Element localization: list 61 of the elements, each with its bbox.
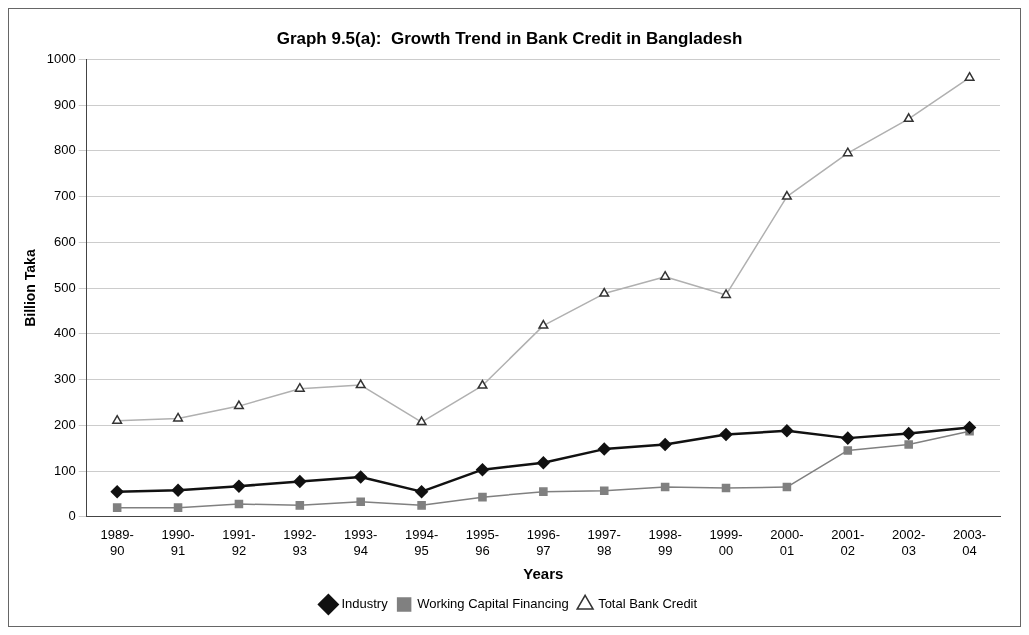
y-tick-label: 500 [54,279,76,295]
point [234,499,244,509]
x-tick-label: 1993-94 [344,527,378,558]
point [171,484,185,497]
x-tick-label: 2002-03 [892,527,926,558]
point [476,463,489,476]
point [902,427,915,440]
x-axis-title: Years [523,565,564,583]
point [843,446,853,455]
point [598,442,611,456]
y-tick-label: 700 [54,188,76,204]
x-tick-label: 1999-00 [709,527,743,558]
y-tick-label: 100 [54,462,76,478]
point [354,470,367,484]
x-tick-label: 2003-04 [952,527,987,558]
y-tick-label: 300 [54,371,76,387]
y-tick-label: 800 [54,142,76,158]
x-tick-label: 1998-99 [648,527,682,558]
point [539,487,548,496]
point [599,486,609,496]
point [904,440,913,449]
legend-label: Industry [341,596,389,612]
x-tick-label: 1997-98 [587,527,621,558]
chart-title: Graph 9.5(a): Growth Trend in Bank Credit in Bangladesh [276,28,743,48]
x-tick-label: 2001-02 [831,527,865,558]
y-tick-label: 900 [54,96,76,112]
x-tick-label: 1992-93 [283,527,317,558]
y-axis-title: Billion Taka [22,249,39,327]
point [415,485,428,498]
y-tick-label: 200 [54,416,76,432]
point [660,482,670,492]
point [963,421,976,434]
point [719,428,733,441]
point [112,503,122,512]
x-tick-label: 1994-95 [404,527,439,558]
x-tick-label: 1996-97 [526,527,560,558]
y-tick-label: 400 [54,325,76,341]
y-tick-label: 600 [54,233,76,249]
point [841,431,855,445]
y-tick-label: 1000 [46,50,76,66]
point [478,492,487,502]
point [293,475,307,488]
x-tick-label: 1995-96 [465,527,500,558]
legend-label: Working Capital Financing [417,596,569,612]
point [780,424,794,438]
point [658,438,672,451]
point [782,482,792,492]
x-tick-label: 1991-92 [222,527,256,558]
x-tick-label: 1989-90 [100,527,134,558]
point [110,485,124,498]
y-tick-label: 0 [68,508,76,524]
point [232,479,246,493]
point [721,483,731,493]
x-tick-label: 2000-01 [770,527,804,558]
legend-label: Total Bank Credit [598,596,698,612]
point [295,501,305,510]
point [417,501,426,510]
point [356,497,365,506]
point [173,503,183,512]
point [537,456,550,470]
x-tick-label: 1990-91 [161,527,195,558]
